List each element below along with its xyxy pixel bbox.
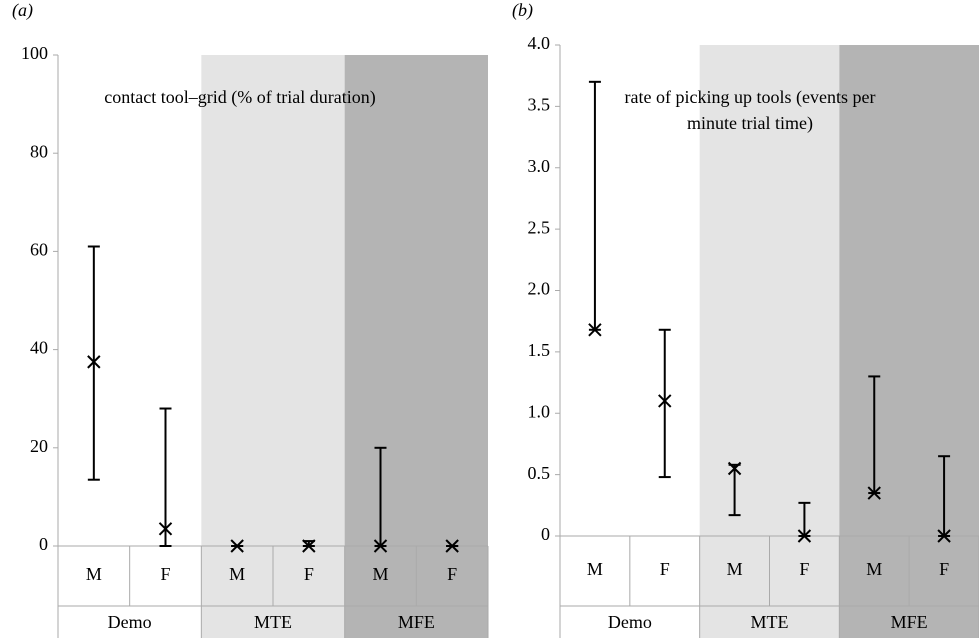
y-tick-label: 80 [30,141,48,161]
x-tick-label: M [86,564,102,584]
y-tick-label: 2.0 [528,279,551,299]
y-tick-label: 0.5 [528,463,551,483]
y-tick-label: 60 [30,240,48,260]
y-tick-label: 20 [30,436,48,456]
group-label: MFE [398,612,435,632]
x-tick-label: M [866,559,882,579]
panel-label: (a) [12,0,33,21]
x-tick-label: F [160,564,170,584]
x-tick-label: F [660,559,670,579]
panel-label: (b) [512,0,533,21]
y-tick-label: 100 [21,43,48,63]
group-label: MFE [891,612,928,632]
x-tick-label: M [372,564,388,584]
x-tick-label: F [799,559,809,579]
annotation: contact tool–grid (% of trial duration) [100,84,380,110]
y-tick-label: 2.5 [528,217,551,237]
x-tick-label: M [587,559,603,579]
y-tick-label: 1.5 [528,340,551,360]
y-tick-label: 4.0 [528,33,551,53]
y-tick-label: 0 [541,524,550,544]
x-tick-label: M [229,564,245,584]
group-label: Demo [608,612,652,632]
page: 0 20 40 60 80 100 M F M F M F Demo MTE MFE (a) 0 0.5 1.0 1.… [0,0,979,638]
x-tick-label: F [304,564,314,584]
group-label: Demo [108,612,152,632]
x-tick-label: F [939,559,949,579]
y-tick-label: 0 [39,534,48,554]
y-tick-label: 3.0 [528,156,551,176]
y-tick-label: 1.0 [528,401,551,421]
x-tick-label: F [447,564,457,584]
x-tick-label: M [727,559,743,579]
y-tick-label: 3.5 [528,95,551,115]
y-tick-label: 40 [30,338,48,358]
group-label: MTE [254,612,292,632]
annotation: rate of picking up tools (events per min… [600,84,900,136]
group-label: MTE [751,612,789,632]
